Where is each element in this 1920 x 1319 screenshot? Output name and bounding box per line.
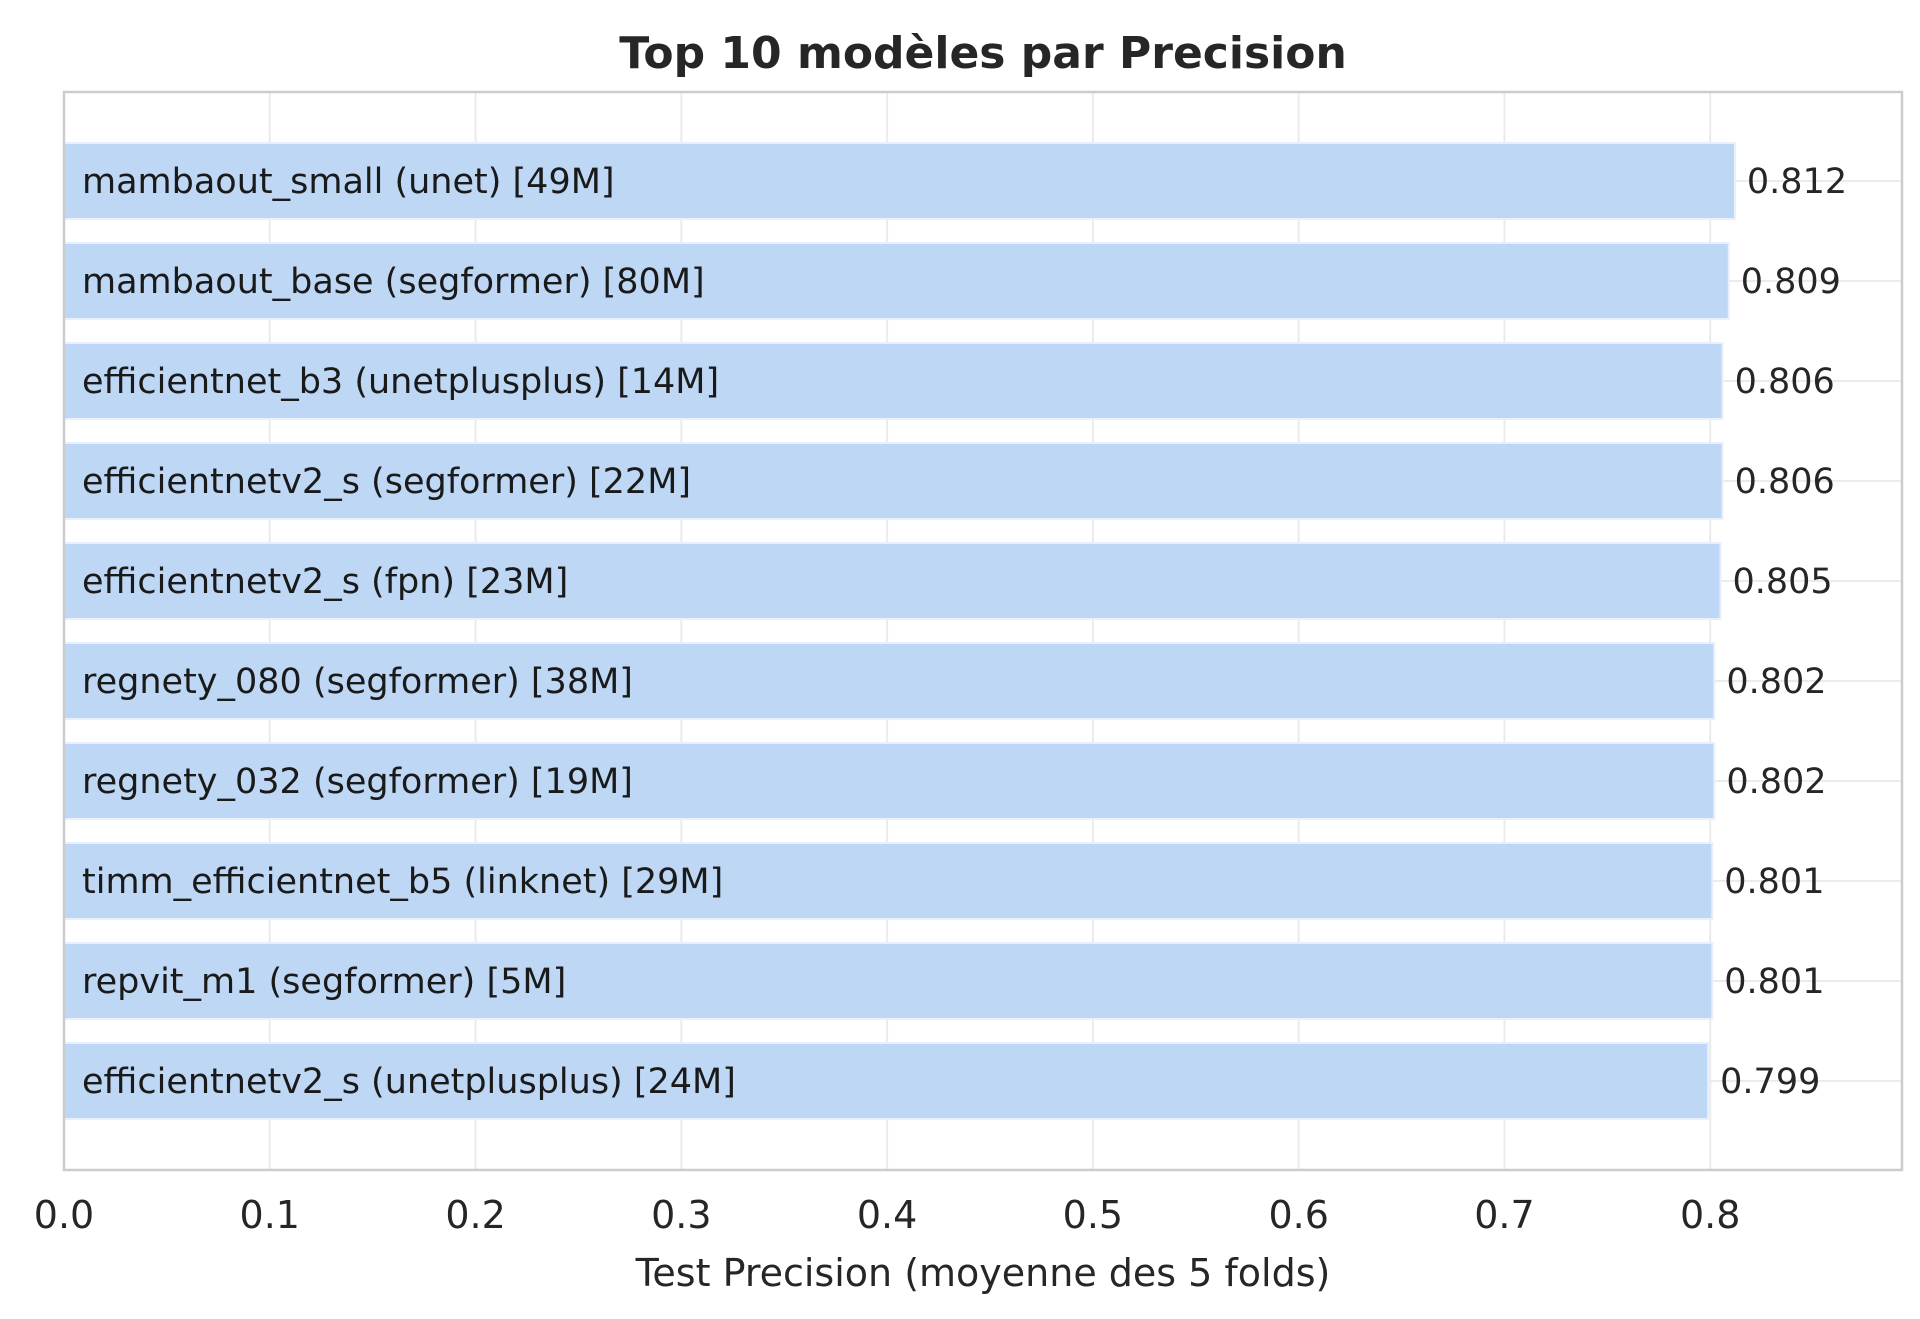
bar	[63, 742, 1716, 820]
x-tick-label: 0.4	[857, 1193, 917, 1237]
bar-category-label: regnety_080 (segformer) [38M]	[82, 662, 633, 702]
bar-group: mambaout_base (segformer) [80M] 0.809	[63, 242, 1841, 320]
x-tick-label: 0.7	[1474, 1193, 1534, 1237]
bar-category-label: timm_efficientnet_b5 (linknet) [29M]	[82, 862, 723, 902]
bar	[63, 342, 1724, 420]
bar-group: mambaout_small (unet) [49M] 0.812	[63, 142, 1847, 220]
bar-category-label: efficientnetv2_s (unetplusplus) [24M]	[82, 1062, 736, 1102]
bar-value-label: 0.812	[1747, 162, 1847, 202]
bar-value-label: 0.802	[1726, 662, 1826, 702]
bar-group: repvit_m1 (segformer) [5M] 0.801	[63, 942, 1824, 1020]
x-tick-label: 0.1	[240, 1193, 300, 1237]
bar-category-label: efficientnetv2_s (fpn) [23M]	[82, 562, 568, 602]
bar-group: regnety_032 (segformer) [19M] 0.802	[63, 742, 1827, 820]
x-axis-label: Test Precision (moyenne des 5 folds)	[635, 1251, 1331, 1295]
x-tick-label: 0.8	[1680, 1193, 1740, 1237]
bar-category-label: efficientnet_b3 (unetplusplus) [14M]	[82, 362, 719, 402]
bar-group: efficientnetv2_s (unetplusplus) [24M] 0.7…	[63, 1042, 1820, 1120]
bar-value-label: 0.806	[1735, 462, 1835, 502]
x-axis-ticks: 0.0 0.1 0.2 0.3 0.4 0.5 0.6 0.7 0.8	[34, 1193, 1741, 1237]
bar-value-label: 0.809	[1741, 262, 1841, 302]
bar-value-label: 0.801	[1724, 862, 1824, 902]
x-tick-label: 0.2	[445, 1193, 505, 1237]
bar-category-label: regnety_032 (segformer) [19M]	[82, 762, 633, 802]
bar	[63, 942, 1714, 1020]
bar-group: efficientnetv2_s (segformer) [22M] 0.806	[63, 442, 1835, 520]
bar-value-label: 0.802	[1726, 762, 1826, 802]
bar-value-label: 0.805	[1733, 562, 1833, 602]
bar-value-label: 0.806	[1735, 362, 1835, 402]
bar-category-label: efficientnetv2_s (segformer) [22M]	[82, 462, 691, 502]
bar-category-label: mambaout_small (unet) [49M]	[82, 162, 615, 202]
bar-group: efficientnetv2_s (fpn) [23M] 0.805	[63, 542, 1833, 620]
x-tick-label: 0.0	[34, 1193, 94, 1237]
bar	[63, 442, 1724, 520]
bar-group: timm_efficientnet_b5 (linknet) [29M] 0.80…	[63, 842, 1824, 920]
x-tick-label: 0.5	[1063, 1193, 1123, 1237]
bar-value-label: 0.799	[1720, 1062, 1820, 1102]
plot-frame	[62, 90, 1904, 1172]
bar-group: regnety_080 (segformer) [38M] 0.802	[63, 642, 1827, 720]
bar	[63, 142, 1736, 220]
chart-title: Top 10 modèles par Precision	[619, 28, 1347, 79]
bar	[63, 542, 1722, 620]
bar-group: efficientnet_b3 (unetplusplus) [14M] 0.80…	[63, 342, 1835, 420]
bar-category-label: repvit_m1 (segformer) [5M]	[82, 962, 566, 1002]
bar	[63, 1042, 1710, 1120]
bar	[63, 242, 1730, 320]
bar-value-label: 0.801	[1724, 962, 1824, 1002]
x-tick-label: 0.3	[651, 1193, 711, 1237]
bar	[63, 642, 1716, 720]
bars: mambaout_small (unet) [49M] 0.812mambaout…	[63, 142, 1847, 1120]
x-tick-label: 0.6	[1268, 1193, 1328, 1237]
bar	[63, 842, 1714, 920]
bar-category-label: mambaout_base (segformer) [80M]	[82, 262, 705, 302]
